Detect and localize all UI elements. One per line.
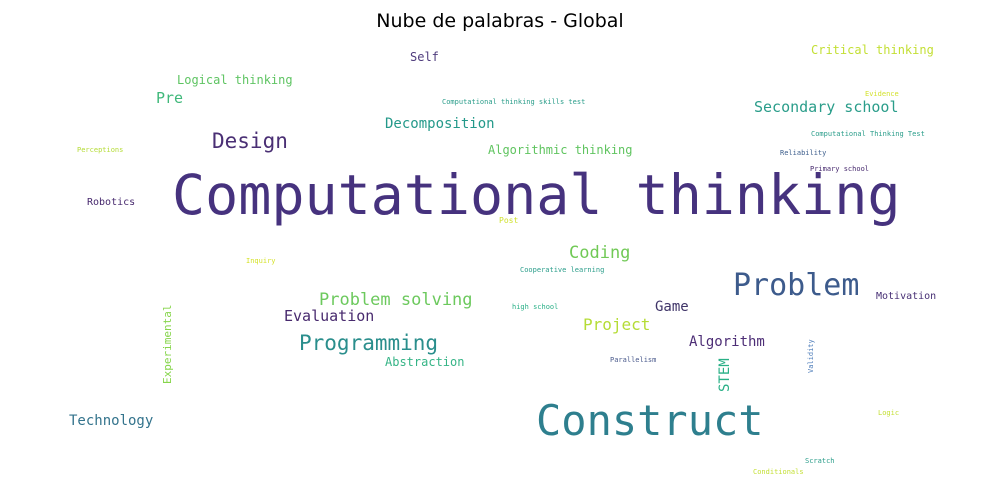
word-technology: Technology	[69, 413, 154, 429]
word-project: Project	[583, 315, 651, 334]
word-coding: Coding	[569, 243, 631, 263]
word-logical-thinking: Logical thinking	[177, 73, 293, 87]
word-computational-thinking: Computational thinking	[172, 163, 901, 227]
word-algorithmic-thinking: Algorithmic thinking	[488, 143, 633, 157]
word-motivation: Motivation	[876, 291, 937, 302]
word-robotics: Robotics	[87, 197, 136, 208]
word-abstraction: Abstraction	[385, 355, 465, 369]
word-conditionals: Conditionals	[753, 468, 804, 476]
word-inquiry: Inquiry	[246, 257, 276, 265]
word-computational-thinking-test: Computational Thinking Test	[811, 130, 925, 138]
word-construct: Construct	[536, 396, 764, 445]
word-reliability: Reliability	[780, 149, 827, 157]
word-decomposition: Decomposition	[385, 116, 495, 132]
word-evaluation: Evaluation	[284, 307, 375, 325]
word-computational-thinking-skills-test: Computational thinking skills test	[442, 98, 586, 106]
word-secondary-school: Secondary school	[754, 98, 899, 116]
word-programming: Programming	[299, 331, 439, 355]
word-high-school: high school	[512, 303, 559, 311]
word-pre: Pre	[156, 89, 184, 107]
word-parallelism: Parallelism	[610, 356, 657, 364]
word-self: Self	[410, 50, 439, 64]
word-problem: Problem	[733, 268, 860, 303]
word-algorithm: Algorithm	[689, 334, 765, 350]
word-game: Game	[655, 299, 689, 315]
word-design: Design	[212, 129, 288, 153]
word-experimental: Experimental	[161, 304, 174, 384]
word-perceptions: Perceptions	[77, 146, 124, 154]
word-validity: Validity	[807, 339, 815, 373]
word-problem-solving: Problem solving	[319, 290, 473, 310]
word-stem: STEM	[717, 358, 733, 392]
word-primary-school: Primary school	[810, 165, 870, 173]
word-critical-thinking: Critical thinking	[811, 43, 934, 57]
word-evidence: Evidence	[865, 90, 899, 98]
word-scratch: Scratch	[805, 457, 835, 465]
cloud-title: Nube de palabras - Global	[376, 10, 624, 32]
word-cooperative-learning: Cooperative learning	[520, 266, 605, 274]
word-post: Post	[499, 216, 519, 225]
word-logic: Logic	[878, 409, 900, 417]
